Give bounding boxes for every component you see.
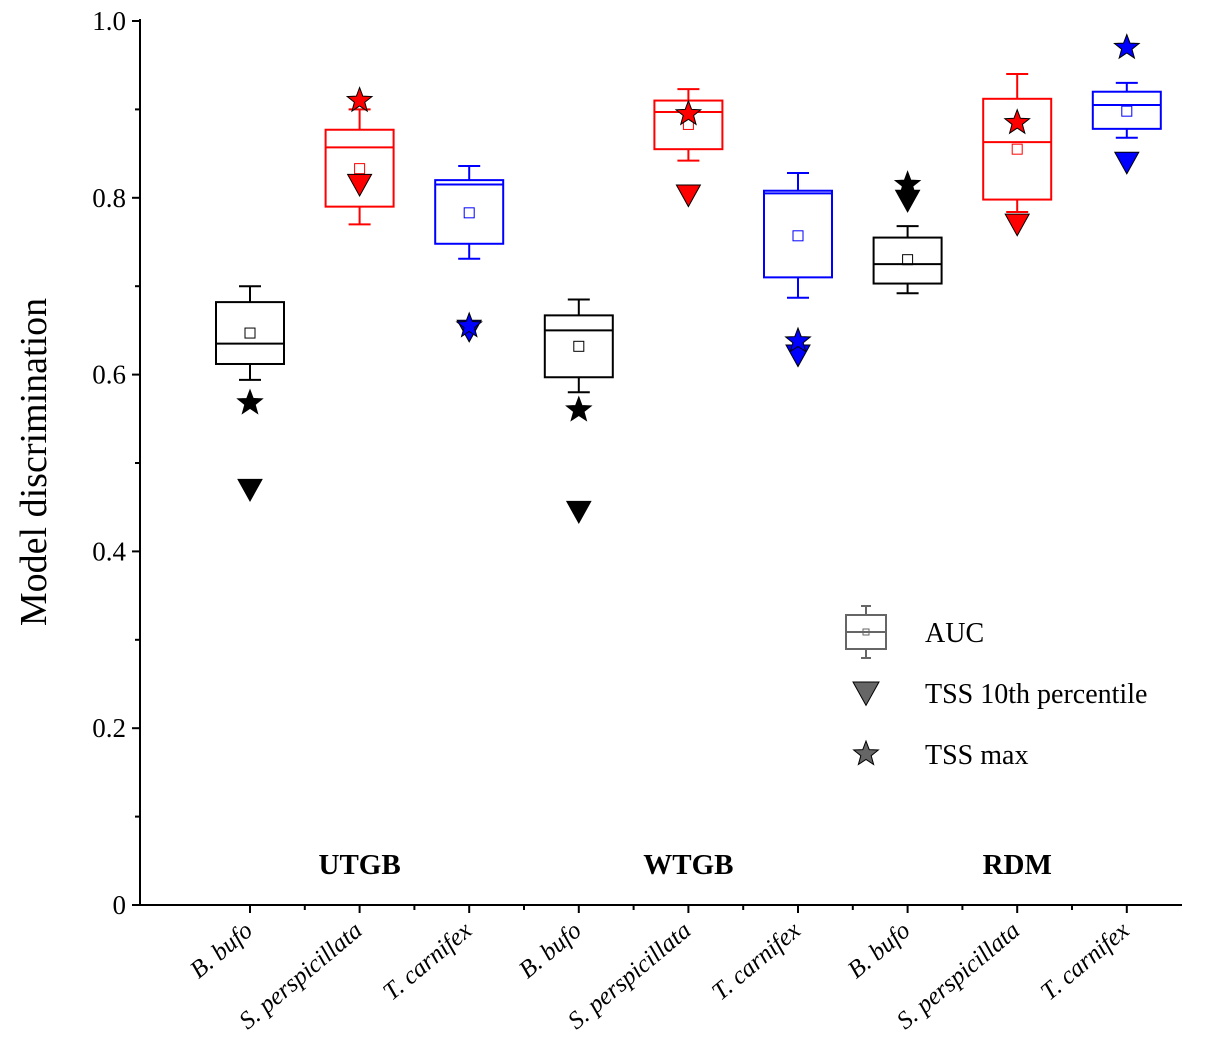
auc-box bbox=[215, 301, 285, 365]
tss-max-marker bbox=[1003, 108, 1031, 135]
tss-10th-marker bbox=[565, 500, 592, 525]
y-tick-label: 0.8 bbox=[92, 183, 126, 213]
category-series bbox=[982, 73, 1053, 237]
tss-10th-marker bbox=[346, 173, 373, 197]
group-label: WTGB bbox=[643, 849, 733, 881]
auc-box bbox=[543, 314, 614, 379]
tss-10th-marker bbox=[894, 189, 921, 213]
mean-marker bbox=[1121, 105, 1133, 117]
x-category-label: T. carnifex bbox=[378, 917, 477, 1006]
category-series bbox=[872, 170, 943, 295]
tss-10th-marker bbox=[1004, 213, 1031, 237]
x-category-label: B. bufo bbox=[185, 917, 258, 984]
mean-marker bbox=[573, 340, 585, 352]
y-tick-label: 0 bbox=[113, 890, 127, 920]
category-series bbox=[653, 88, 724, 208]
y-tick-label: 0.4 bbox=[92, 536, 126, 566]
category-series bbox=[543, 298, 614, 525]
tss-10th-marker bbox=[237, 478, 263, 502]
legend-label: TSS max bbox=[925, 740, 1028, 771]
tss-max-marker bbox=[565, 395, 593, 422]
auc-box bbox=[1091, 90, 1162, 130]
auc-box bbox=[324, 128, 395, 208]
mean-marker bbox=[902, 254, 914, 266]
tss-max-marker bbox=[1113, 33, 1141, 60]
category-series bbox=[215, 285, 285, 502]
group-labels: UTGB WTGB RDM bbox=[319, 849, 1052, 881]
auc-box bbox=[872, 236, 943, 285]
legend-entry: TSS 10th percentile bbox=[852, 679, 1147, 710]
mean-marker bbox=[792, 230, 804, 242]
tss-max-marker bbox=[893, 170, 922, 197]
group-label: RDM bbox=[983, 849, 1052, 881]
category-series bbox=[763, 172, 833, 368]
y-tick-label: 0.2 bbox=[92, 713, 126, 743]
tss-max-marker bbox=[345, 86, 374, 113]
x-category-label: B. bufo bbox=[843, 917, 916, 984]
x-category-label: T. carnifex bbox=[1036, 917, 1135, 1006]
legend-label: AUC bbox=[925, 618, 984, 649]
x-category-label: B. bufo bbox=[514, 917, 587, 984]
legend-triangle-icon bbox=[852, 681, 880, 707]
group-label: UTGB bbox=[319, 849, 401, 881]
category-series bbox=[434, 164, 505, 343]
x-category-label: T. carnifex bbox=[707, 917, 806, 1006]
category-series bbox=[1091, 33, 1162, 175]
boxes bbox=[215, 33, 1162, 525]
auc-box bbox=[763, 189, 833, 279]
legend-entry: AUC bbox=[845, 605, 984, 659]
tss-max-marker bbox=[455, 311, 483, 338]
y-tick-label: 1.0 bbox=[92, 6, 126, 36]
legend-entry: TSS max bbox=[852, 739, 1028, 771]
legend-box-mean bbox=[862, 628, 870, 636]
legend-label: TSS 10th percentile bbox=[925, 679, 1147, 710]
tss-max-marker bbox=[236, 388, 264, 415]
auc-box bbox=[434, 179, 505, 245]
category-series bbox=[324, 86, 395, 226]
mean-marker bbox=[244, 327, 256, 339]
tss-max-marker bbox=[674, 99, 703, 126]
mean-marker bbox=[463, 207, 475, 219]
tss-10th-marker bbox=[675, 184, 702, 208]
tss-10th-marker bbox=[1113, 151, 1140, 175]
tss-10th-marker bbox=[785, 344, 811, 368]
y-axis-label: Model discrimination bbox=[13, 298, 55, 626]
tss-max-marker bbox=[784, 326, 812, 353]
legend-star-icon bbox=[852, 739, 880, 766]
y-tick-label: 0.6 bbox=[92, 360, 126, 390]
auc-box bbox=[982, 97, 1053, 201]
legend: AUC TSS 10th percentile TSS max bbox=[845, 605, 1147, 771]
mean-marker bbox=[354, 163, 366, 175]
mean-marker bbox=[1011, 143, 1023, 155]
